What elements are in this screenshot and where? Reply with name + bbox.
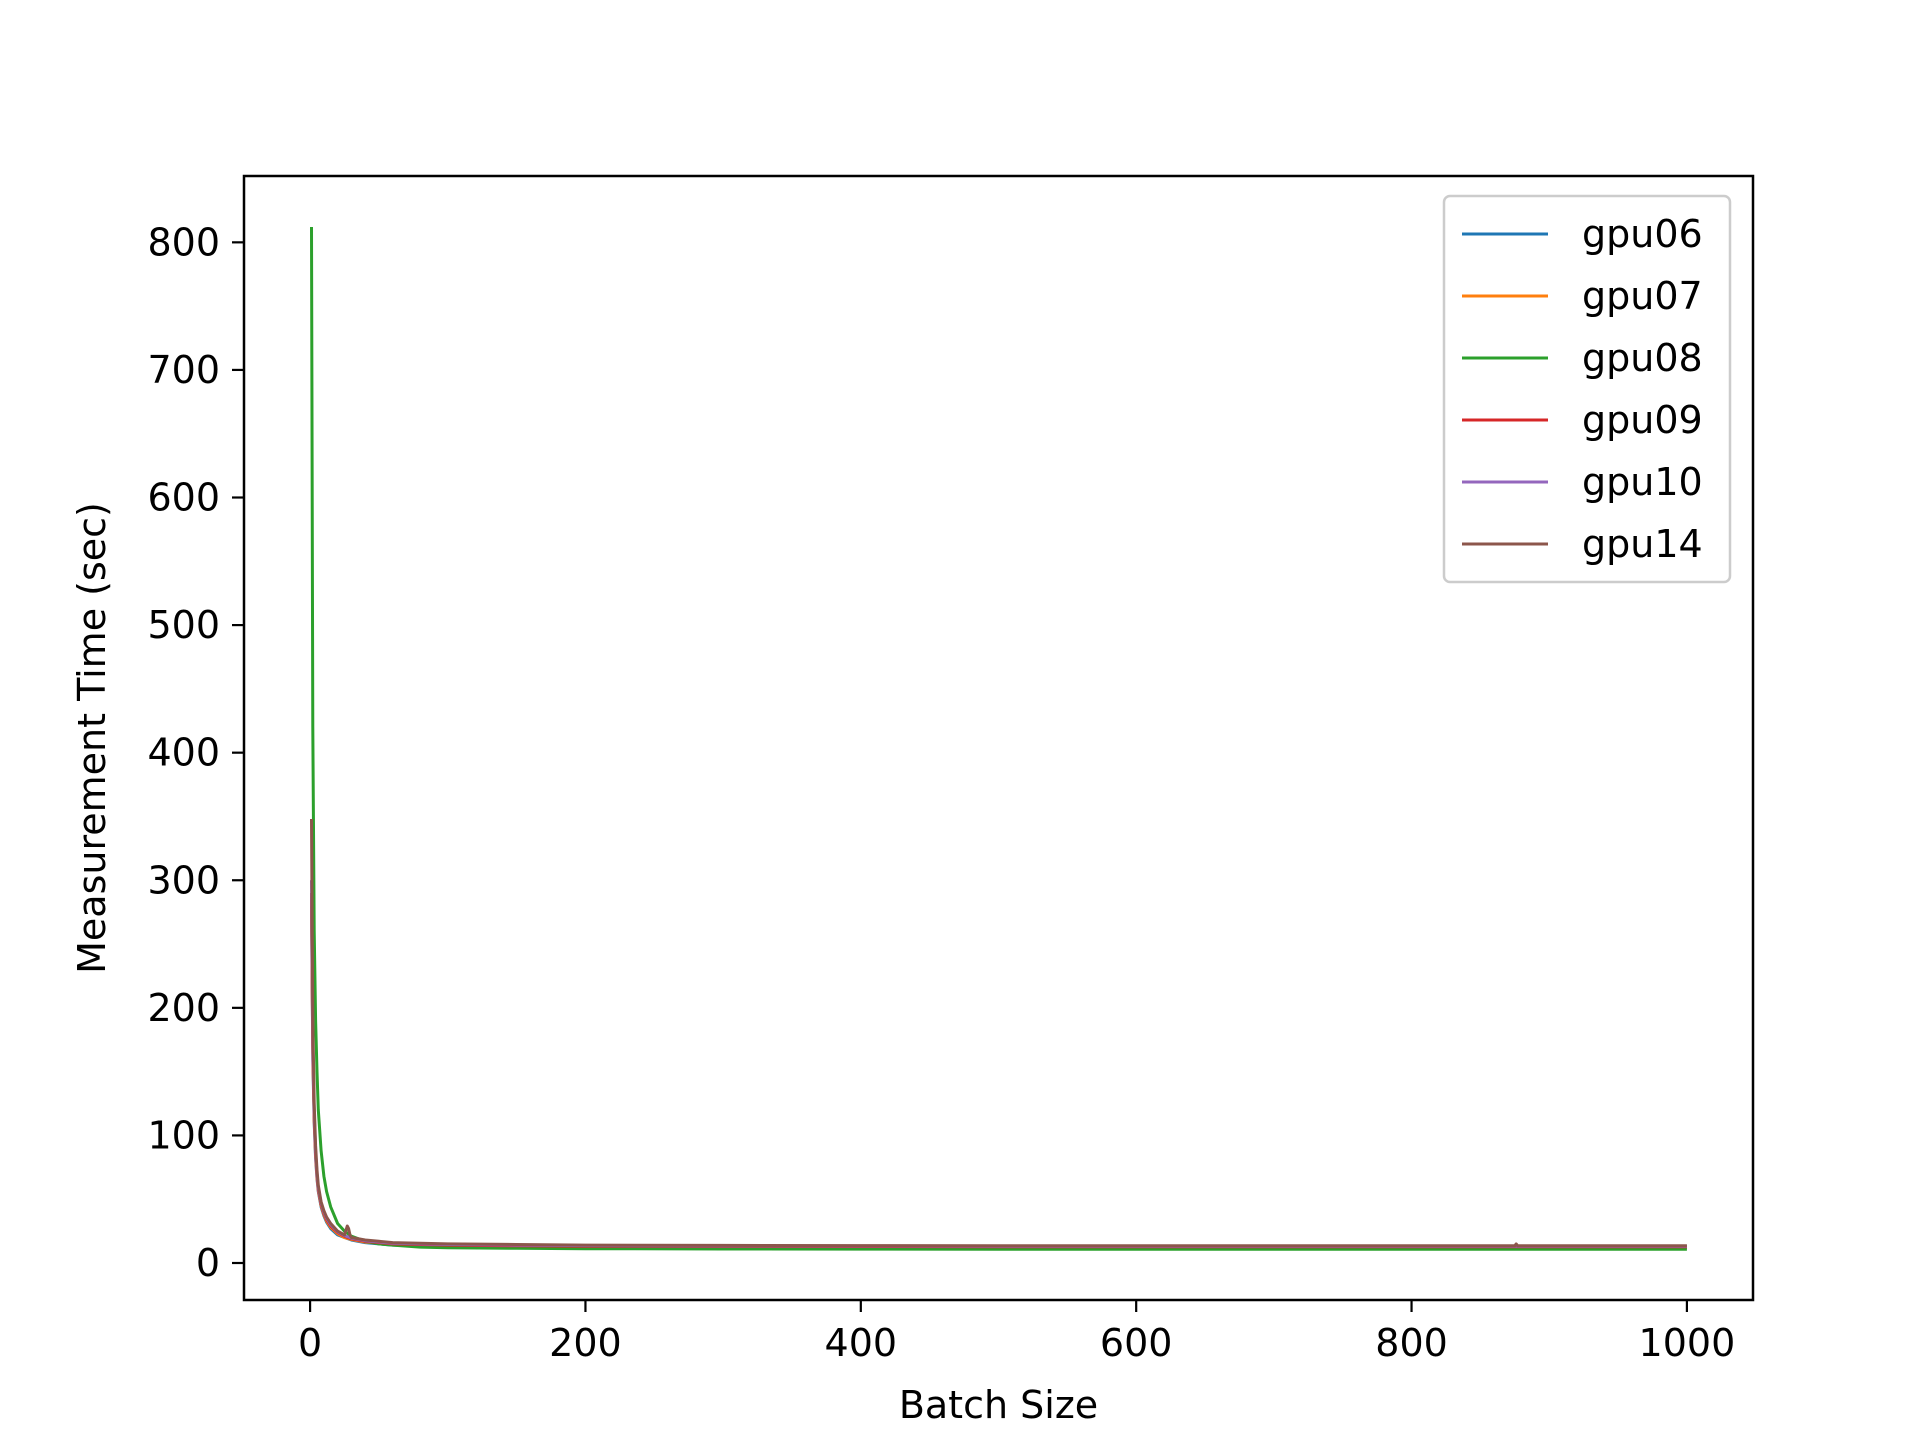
x-tick-label: 0	[298, 1321, 322, 1365]
y-tick-label: 200	[147, 986, 220, 1030]
x-tick-label: 400	[825, 1321, 898, 1365]
series-line-gpu07	[310, 899, 1687, 1249]
x-axis-ticks: 0 200 400 600 800 1000	[298, 1300, 1735, 1365]
x-tick-label: 1000	[1639, 1321, 1736, 1365]
series-line-gpu14	[310, 818, 1687, 1248]
y-tick-label: 100	[147, 1113, 220, 1157]
legend-label-gpu10: gpu10	[1582, 460, 1703, 504]
legend-label-gpu09: gpu09	[1582, 398, 1703, 442]
legend-label-gpu14: gpu14	[1582, 522, 1703, 566]
y-tick-label: 0	[196, 1241, 220, 1285]
x-axis-label: Batch Size	[899, 1383, 1098, 1427]
y-tick-label: 400	[147, 731, 220, 775]
x-tick-label: 800	[1375, 1321, 1448, 1365]
legend-label-gpu08: gpu08	[1582, 336, 1703, 380]
axes-frame	[242, 174, 1755, 1302]
y-tick-label: 300	[147, 858, 220, 902]
legend-label-gpu07: gpu07	[1582, 274, 1703, 318]
x-tick-label: 200	[549, 1321, 622, 1365]
series-line-gpu09	[310, 892, 1687, 1249]
series-line-gpu10	[310, 880, 1687, 1248]
y-tick-label: 800	[147, 220, 220, 264]
y-tick-label: 700	[147, 348, 220, 392]
y-axis-ticks: 0 100 200 300 400 500 600 700 800	[147, 220, 244, 1285]
y-tick-label: 600	[147, 476, 220, 520]
series-lines	[310, 226, 1687, 1251]
x-tick-label: 600	[1100, 1321, 1173, 1365]
legend: gpu06 gpu07 gpu08 gpu09 gpu10 gpu14	[1442, 194, 1732, 584]
legend-box	[1442, 194, 1732, 584]
legend-label-gpu06: gpu06	[1582, 212, 1703, 256]
y-tick-label: 500	[147, 603, 220, 647]
y-axis-label: Measurement Time (sec)	[70, 502, 114, 974]
series-line-gpu06	[310, 905, 1687, 1250]
